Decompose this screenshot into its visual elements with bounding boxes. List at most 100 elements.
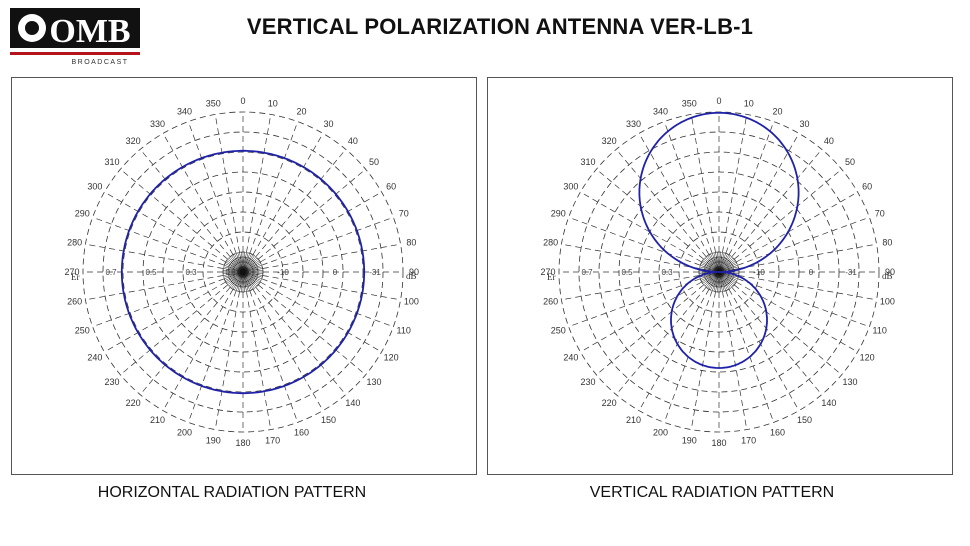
- grid-spoke: [615, 271, 720, 395]
- grid-spoke: [718, 168, 842, 273]
- er-label: Er: [71, 272, 80, 282]
- angle-label: 220: [602, 398, 617, 408]
- grid-spoke: [242, 149, 347, 273]
- logo-subtext: BROADCAST: [71, 59, 128, 66]
- grid-spoke: [214, 114, 244, 273]
- grid-spoke: [718, 121, 775, 273]
- vertical-polar-chart: 0 10 20 30 40 50 60 70 80 90 100 110 120 130 140 150 160…: [540, 96, 895, 448]
- angle-label: 100: [404, 297, 419, 307]
- angle-label: 160: [294, 428, 309, 438]
- grid-spoke: [615, 149, 720, 273]
- radial-label: 0.3: [661, 268, 673, 277]
- grid-spoke: [663, 271, 720, 423]
- angle-label: 300: [87, 182, 102, 192]
- grid-spoke: [638, 133, 720, 273]
- angle-label: 120: [860, 353, 875, 363]
- grid-spoke: [568, 216, 720, 273]
- angle-label: 300: [563, 182, 578, 192]
- er-label: Er: [547, 272, 556, 282]
- angle-label: 200: [177, 428, 192, 438]
- angle-label: 190: [206, 435, 221, 445]
- horizontal-caption: HORIZONTAL RADIATION PATTERN: [97, 484, 367, 501]
- angle-label: 10: [268, 99, 278, 109]
- angle-label: 40: [824, 136, 834, 146]
- angle-label: 250: [551, 326, 566, 336]
- angle-label: 100: [880, 297, 895, 307]
- angle-label: 80: [406, 237, 416, 247]
- grid-spoke: [242, 271, 272, 430]
- angle-label: 180: [235, 438, 250, 448]
- angle-label: 90: [409, 267, 419, 277]
- logo-text: OMB: [49, 13, 130, 50]
- radial-label-right: -31: [845, 268, 857, 277]
- grid-spoke: [104, 271, 244, 353]
- horizontal-polar-chart: 0 10 20 30 40 50 60 70 80 90 100 110 120 130 140 150 160…: [64, 96, 419, 448]
- polar-grid: [82, 111, 404, 433]
- page-title: VERTICAL POLARIZATION ANTENNA VER-LB-1: [246, 14, 754, 39]
- angle-label: 320: [126, 136, 141, 146]
- pattern-curve: [638, 111, 800, 369]
- angle-label: 230: [580, 377, 595, 387]
- angle-label: 70: [399, 209, 409, 219]
- grid-spoke: [718, 133, 800, 273]
- grid-spoke: [242, 271, 324, 411]
- radial-label: 0.5: [145, 268, 157, 277]
- grid-spoke: [242, 114, 272, 273]
- radial-label: 0.7: [105, 268, 117, 277]
- angle-label: 270: [540, 267, 555, 277]
- grid-spoke: [242, 271, 401, 301]
- grid-spoke: [718, 271, 748, 430]
- grid-spoke: [104, 191, 244, 273]
- grid-spoke: [242, 271, 299, 423]
- pattern-curve: [120, 149, 366, 395]
- unit-label: dB: [882, 271, 893, 281]
- angle-label: 140: [345, 398, 360, 408]
- angle-label: 190: [682, 435, 697, 445]
- unit-label: dB: [406, 271, 417, 281]
- angle-label: 340: [653, 106, 668, 116]
- grid-spoke: [242, 271, 394, 328]
- angle-label: 140: [821, 398, 836, 408]
- angle-label: 250: [75, 326, 90, 336]
- grid-spoke: [242, 271, 382, 353]
- grid-spoke: [242, 168, 366, 273]
- grid-spoke: [718, 271, 870, 328]
- angle-label: 240: [563, 353, 578, 363]
- angle-label: 0: [240, 96, 245, 106]
- grid-spoke: [690, 114, 720, 273]
- radial-label: 0.1: [225, 268, 237, 277]
- grid-spoke: [85, 271, 244, 301]
- grid-spoke: [162, 271, 244, 411]
- angle-label: 320: [602, 136, 617, 146]
- angle-label: 220: [126, 398, 141, 408]
- grid-spoke: [214, 271, 244, 430]
- grid-spoke: [139, 271, 244, 395]
- grid-spoke: [242, 216, 394, 273]
- grid-spoke: [187, 121, 244, 273]
- grid-spoke: [162, 133, 244, 273]
- angle-label: 280: [67, 237, 82, 247]
- grid-spoke: [718, 271, 842, 376]
- grid-spoke: [85, 243, 244, 273]
- angle-label: 350: [682, 99, 697, 109]
- grid-spoke: [690, 271, 720, 430]
- angle-label: 30: [799, 119, 809, 129]
- angle-label: 350: [206, 99, 221, 109]
- angle-label: 0: [716, 96, 721, 106]
- grid-spoke: [92, 271, 244, 328]
- radial-label: 0.5: [621, 268, 633, 277]
- grid-spoke: [718, 271, 800, 411]
- angle-label: 90: [885, 267, 895, 277]
- grid-spoke: [718, 149, 823, 273]
- grid-spoke: [718, 271, 877, 301]
- horizontal-pattern-panel: 0 10 20 30 40 50 60 70 80 90 100 110 120 130 140 150 160…: [11, 77, 477, 475]
- grid-spoke: [718, 216, 870, 273]
- omb-logo: OMB BROADCAST: [10, 8, 140, 66]
- grid-spoke: [568, 271, 720, 328]
- radial-label-right: -31: [369, 268, 381, 277]
- angle-label: 20: [296, 106, 306, 116]
- radial-label-right: -10: [277, 268, 289, 277]
- angle-label: 10: [744, 99, 754, 109]
- angle-label: 270: [64, 267, 79, 277]
- angle-label: 130: [842, 377, 857, 387]
